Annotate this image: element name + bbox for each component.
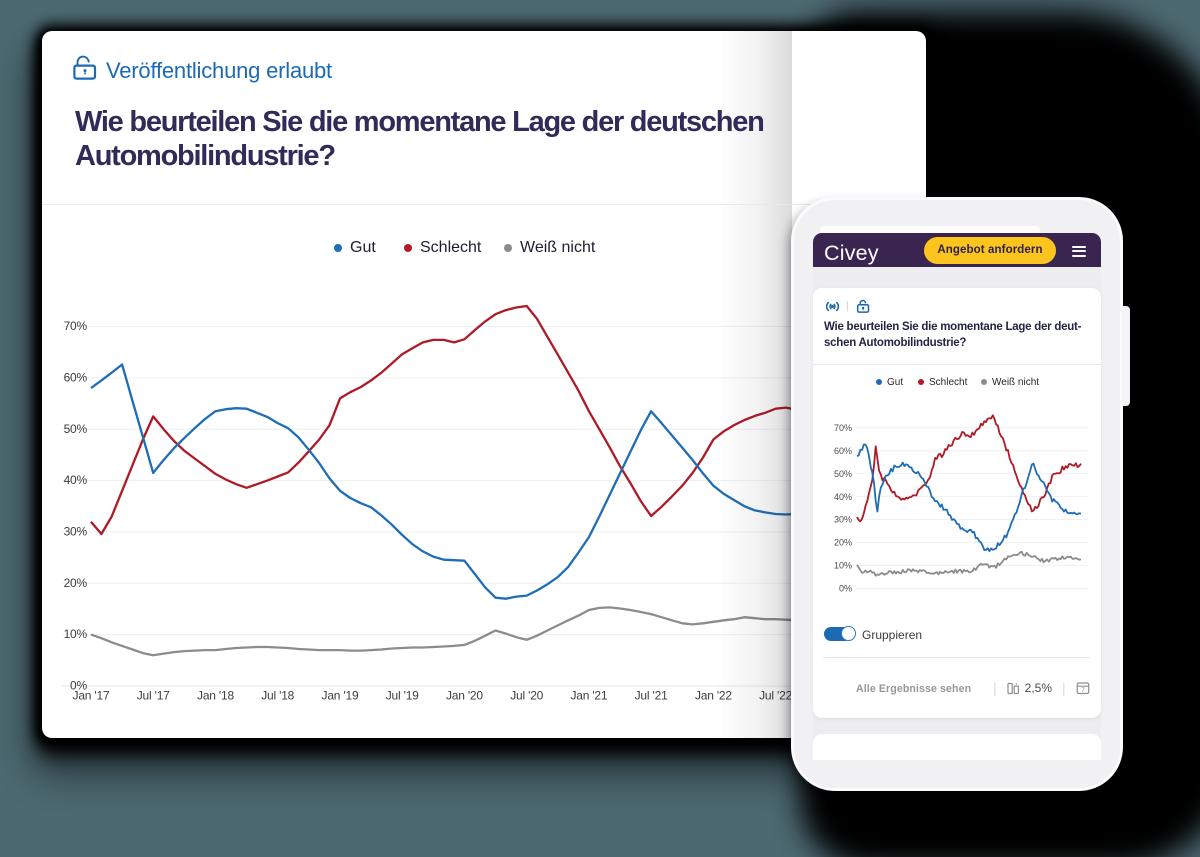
svg-text:20%: 20% — [834, 538, 852, 548]
svg-text:7: 7 — [1081, 687, 1085, 694]
svg-text:30%: 30% — [64, 525, 88, 539]
svg-text:Jul '20: Jul '20 — [510, 689, 543, 703]
svg-text:10%: 10% — [834, 561, 852, 571]
svg-text:10%: 10% — [64, 627, 88, 641]
svg-text:Jan '22: Jan '22 — [695, 689, 732, 703]
svg-text:Jul '21: Jul '21 — [635, 689, 668, 703]
svg-text:Jul '18: Jul '18 — [261, 689, 294, 703]
svg-text:60%: 60% — [64, 371, 88, 385]
svg-text:70%: 70% — [834, 423, 852, 433]
svg-text:0%: 0% — [70, 679, 87, 693]
svg-text:Jan '19: Jan '19 — [322, 689, 359, 703]
svg-text:Jul '19: Jul '19 — [386, 689, 419, 703]
svg-text:40%: 40% — [64, 473, 88, 487]
svg-text:Jan '21: Jan '21 — [570, 689, 607, 703]
svg-text:0%: 0% — [839, 584, 852, 594]
svg-text:Jul '22: Jul '22 — [759, 689, 792, 703]
svg-text:70%: 70% — [64, 319, 88, 333]
svg-text:60%: 60% — [834, 446, 852, 456]
svg-text:50%: 50% — [64, 422, 88, 436]
svg-text:Jan '20: Jan '20 — [446, 689, 483, 703]
svg-text:30%: 30% — [834, 515, 852, 525]
svg-text:40%: 40% — [834, 492, 852, 502]
svg-text:Jan '17: Jan '17 — [73, 689, 110, 703]
svg-text:20%: 20% — [64, 576, 88, 590]
svg-text:Jan '18: Jan '18 — [197, 689, 234, 703]
svg-text:50%: 50% — [834, 469, 852, 479]
svg-text:Jul '17: Jul '17 — [137, 689, 170, 703]
